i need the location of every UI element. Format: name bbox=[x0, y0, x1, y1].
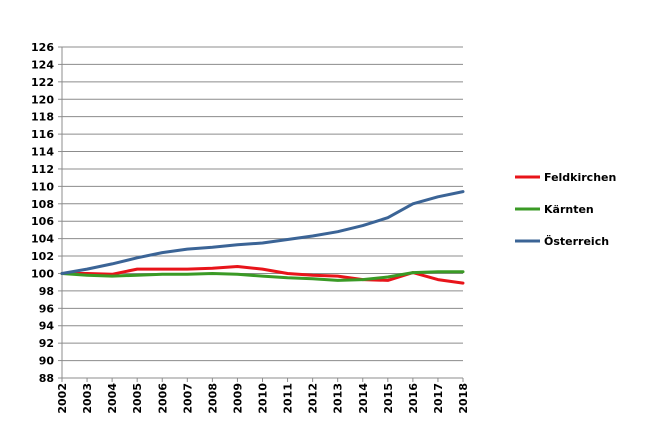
x-tick-label: 2011 bbox=[282, 383, 295, 414]
x-tick-label: 2007 bbox=[181, 383, 194, 414]
x-tick-label: 2010 bbox=[257, 383, 270, 414]
series-line bbox=[60, 265, 465, 285]
x-tick-label: 2004 bbox=[106, 383, 119, 414]
legend-label: Österreich bbox=[544, 234, 609, 248]
series-line bbox=[60, 190, 465, 275]
x-tick-label: 2013 bbox=[332, 383, 345, 414]
series-lines bbox=[60, 190, 465, 285]
y-tick-label: 112 bbox=[31, 163, 54, 176]
y-tick-label: 118 bbox=[31, 111, 54, 124]
x-tick-label: 2018 bbox=[457, 383, 470, 414]
x-tick-label: 2009 bbox=[231, 383, 244, 414]
y-tick-label: 116 bbox=[31, 128, 54, 141]
y-tick-label: 94 bbox=[39, 320, 55, 333]
x-tick-label: 2017 bbox=[432, 383, 445, 414]
y-tick-label: 100 bbox=[31, 267, 54, 280]
y-tick-label: 122 bbox=[31, 76, 54, 89]
y-tick-label: 126 bbox=[31, 41, 54, 54]
y-tick-label: 92 bbox=[39, 337, 54, 350]
legend-label: Kärnten bbox=[544, 203, 594, 216]
x-tick-label: 2005 bbox=[131, 383, 144, 414]
y-tick-label: 120 bbox=[31, 93, 54, 106]
axes bbox=[61, 47, 463, 379]
y-tick-label: 90 bbox=[39, 355, 55, 368]
x-tick-label: 2012 bbox=[307, 383, 320, 414]
y-tick-label: 110 bbox=[31, 180, 54, 193]
y-tick-label: 104 bbox=[31, 233, 54, 246]
series-line bbox=[60, 270, 465, 282]
y-tick-label: 124 bbox=[31, 58, 54, 71]
x-tick-label: 2015 bbox=[382, 383, 395, 414]
y-axis-ticks: 88 90 92 94 96 98 100 102 104 106 108 110 112 114 116 1… bbox=[31, 41, 62, 385]
x-tick-label: 2003 bbox=[81, 383, 94, 414]
x-tick-label: 2014 bbox=[357, 383, 370, 414]
y-tick-label: 108 bbox=[31, 198, 54, 211]
x-tick-label: 2008 bbox=[206, 383, 219, 414]
y-tick-label: 98 bbox=[39, 285, 54, 298]
y-tick-label: 106 bbox=[31, 215, 54, 228]
y-tick-label: 96 bbox=[39, 302, 55, 315]
x-tick-label: 2016 bbox=[407, 383, 420, 414]
legend: Feldkirchen Kärnten Österreich bbox=[515, 171, 616, 248]
y-tick-label: 102 bbox=[31, 250, 54, 263]
x-axis-ticks: 2002 2003 2004 2005 2006 2007 2008 2009 2010 2011… bbox=[56, 378, 470, 414]
y-tick-label: 114 bbox=[31, 146, 54, 159]
grid-lines bbox=[62, 46, 463, 379]
x-tick-label: 2002 bbox=[56, 383, 69, 414]
legend-label: Feldkirchen bbox=[544, 171, 616, 184]
x-tick-label: 2006 bbox=[156, 383, 169, 414]
y-tick-label: 88 bbox=[39, 372, 54, 385]
